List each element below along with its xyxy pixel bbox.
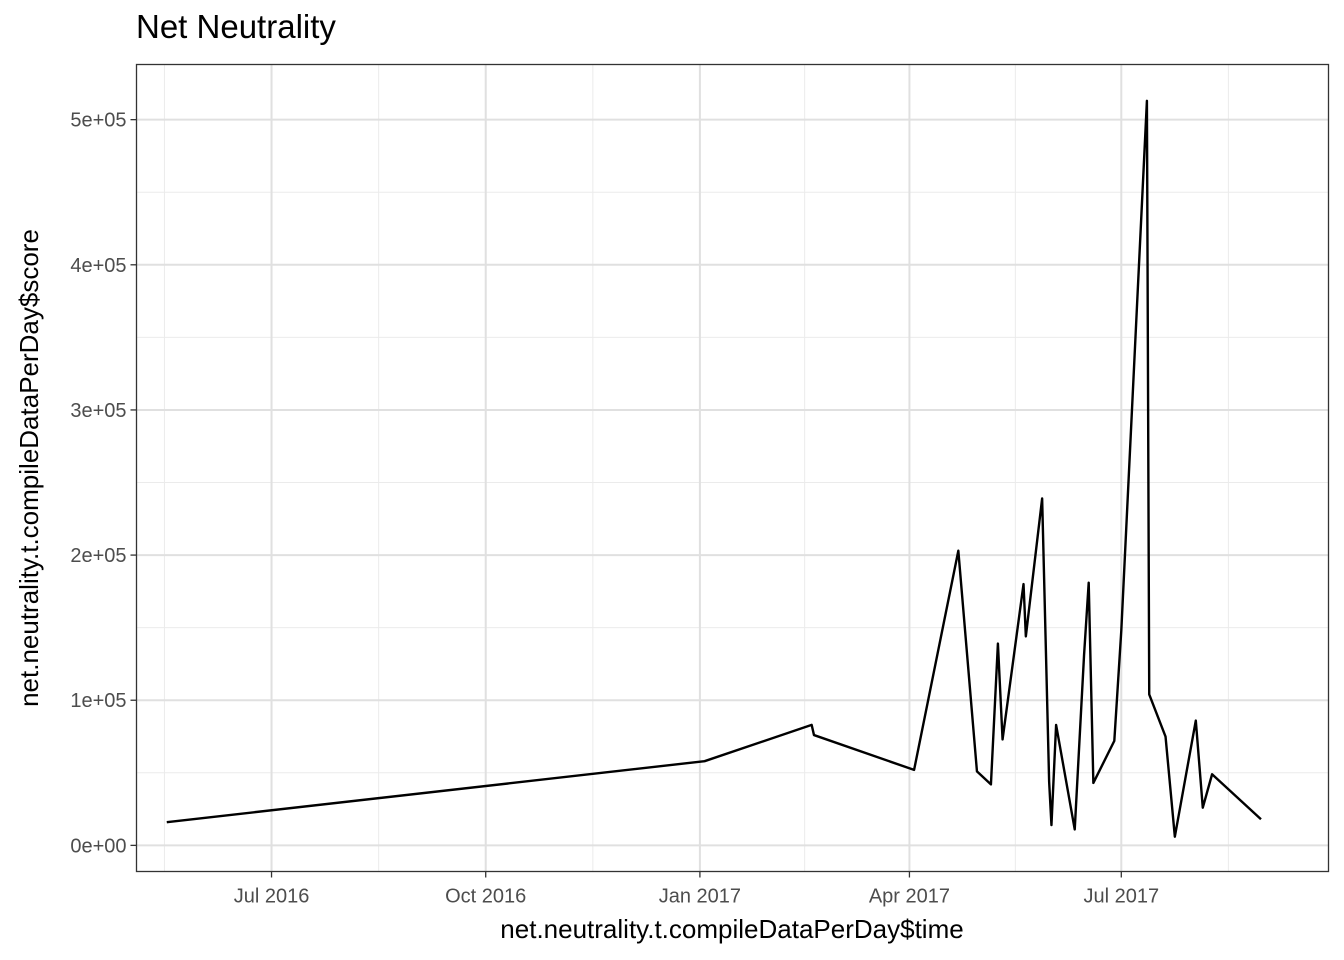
plot-panel <box>136 64 1329 872</box>
plot-border <box>135 63 1330 873</box>
y-axis-title: net.neutrality.t.compileDataPerDay$score <box>14 229 44 707</box>
series-line-0 <box>166 99 1262 838</box>
y-tick-label: 3e+05 <box>70 400 126 422</box>
series-layer <box>166 99 1262 838</box>
x-tick-label: Jul 2016 <box>234 886 310 908</box>
y-tick-label: 4e+05 <box>70 255 126 277</box>
y-axis: 0e+00 1e+05 2e+05 3e+05 4e+05 5e+05 <box>70 110 137 857</box>
x-axis-title: net.neutrality.t.compileDataPerDay$time <box>500 914 963 944</box>
minor-gridlines <box>136 64 1329 872</box>
y-tick-label: 2e+05 <box>70 545 126 567</box>
chart-title: Net Neutrality <box>136 8 336 45</box>
x-tick-label: Jan 2017 <box>659 886 741 908</box>
major-gridlines <box>136 64 1329 872</box>
y-tick-label: 5e+05 <box>70 110 126 132</box>
y-tick-label: 1e+05 <box>70 690 126 712</box>
x-axis: Jul 2016 Oct 2016 Jan 2017 Apr 2017 Jul 2017 <box>234 871 1159 908</box>
x-tick-label: Apr 2017 <box>869 886 950 908</box>
y-tick-label: 0e+00 <box>70 835 126 857</box>
x-tick-label: Jul 2017 <box>1083 886 1159 908</box>
x-tick-label: Oct 2016 <box>445 886 526 908</box>
